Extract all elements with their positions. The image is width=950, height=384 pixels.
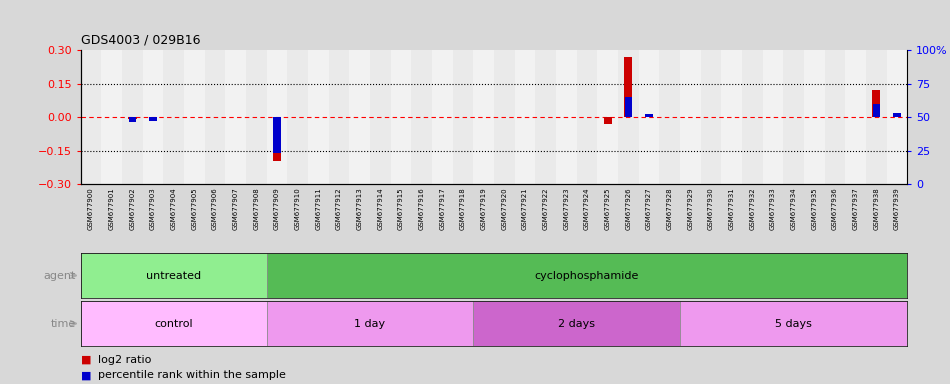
Bar [102,50,122,184]
Bar [81,253,267,298]
Bar [494,50,515,184]
Bar [452,50,473,184]
Bar [122,50,142,184]
Text: 1 day: 1 day [354,318,386,329]
Text: untreated: untreated [146,270,201,281]
Bar [598,50,618,184]
Bar [846,50,866,184]
Bar [205,50,225,184]
Bar [700,50,721,184]
Text: cyclophosphamide: cyclophosphamide [535,270,639,281]
Bar [624,57,633,117]
Bar [329,50,350,184]
Bar [872,90,881,117]
Bar [308,50,329,184]
Bar [680,50,700,184]
Bar [742,50,763,184]
Bar [246,50,267,184]
Bar [184,50,205,184]
Text: agent: agent [44,270,76,281]
Bar [163,50,184,184]
Text: 2 days: 2 days [559,318,595,329]
Bar [149,117,157,121]
Text: percentile rank within the sample: percentile rank within the sample [98,370,286,380]
Bar [886,50,907,184]
Bar [411,50,432,184]
Text: ■: ■ [81,355,95,365]
Bar [618,50,638,184]
Bar [721,50,742,184]
Bar [473,301,680,346]
Bar [638,50,659,184]
Bar [577,50,598,184]
Bar [81,50,102,184]
Bar [866,50,886,184]
Bar [273,117,281,161]
Bar [432,50,453,184]
Text: 5 days: 5 days [775,318,812,329]
Bar [804,50,825,184]
Bar [128,117,137,119]
Bar [350,50,370,184]
Text: ■: ■ [81,370,95,380]
Bar [287,50,308,184]
Text: GDS4003 / 029B16: GDS4003 / 029B16 [81,33,200,46]
Bar [536,50,556,184]
Bar [515,50,536,184]
Bar [129,117,136,122]
Bar [893,113,901,117]
Bar [556,50,577,184]
Text: log2 ratio: log2 ratio [98,355,151,365]
Bar [142,50,163,184]
Bar [603,117,612,124]
Bar [267,301,473,346]
Bar [783,50,804,184]
Text: control: control [155,318,193,329]
Bar [81,301,267,346]
Bar [763,50,783,184]
Bar [825,50,846,184]
Text: time: time [50,318,76,329]
Bar [659,50,680,184]
Bar [225,50,246,184]
Bar [149,117,157,119]
Bar [473,50,494,184]
Bar [370,50,390,184]
Bar [267,50,287,184]
Bar [680,301,907,346]
Bar [267,253,907,298]
Bar [645,114,653,117]
Bar [625,97,632,117]
Bar [274,117,280,153]
Bar [873,104,880,117]
Bar [390,50,411,184]
